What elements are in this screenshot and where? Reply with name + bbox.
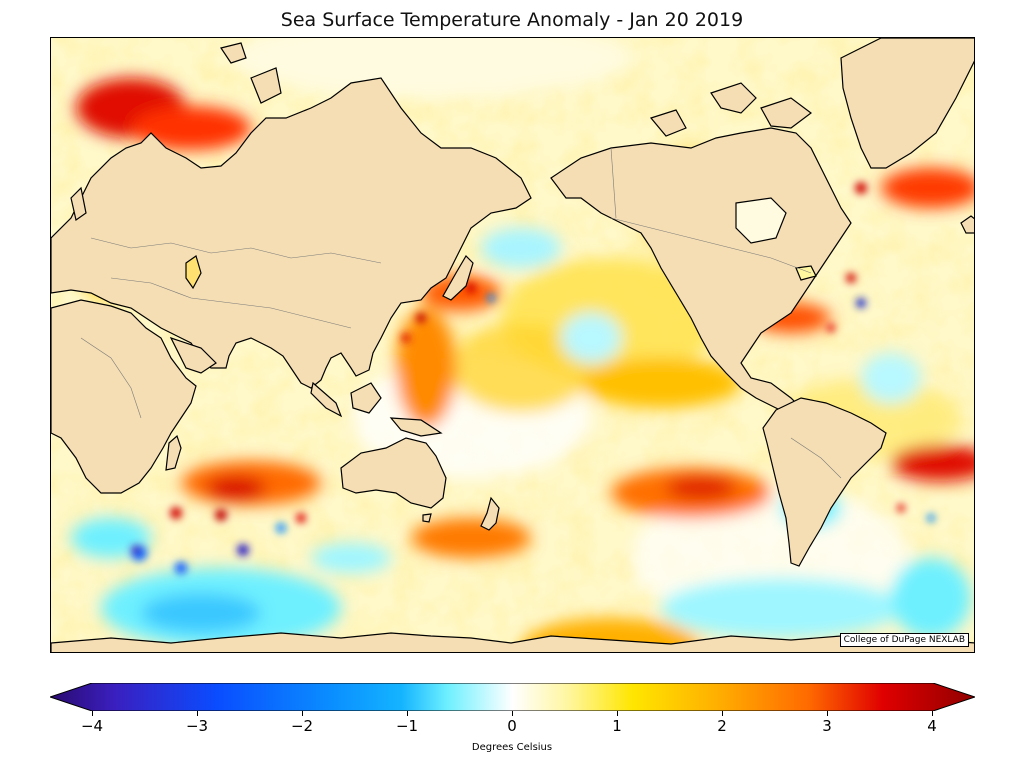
- colorbar-gradient: [50, 683, 975, 711]
- tick-label: 3: [822, 717, 832, 735]
- iceland: [960, 215, 974, 234]
- credit-label: College of DuPage NEXLAB: [839, 633, 969, 647]
- tick-mark: [932, 711, 933, 716]
- arabia: [169, 336, 217, 374]
- great-britain: [70, 186, 87, 222]
- colorbar-ticks: −4 −3 −2 −1 0 1 2 3 4: [0, 711, 1024, 741]
- sumatra: [310, 381, 343, 418]
- colorbar-units-label: Degrees Celsius: [471, 742, 553, 753]
- madagascar: [165, 434, 182, 471]
- tick-label: −2: [290, 717, 314, 735]
- arctic-island-2: [760, 97, 812, 129]
- tick-mark: [92, 711, 93, 716]
- novaya-zemlya: [250, 67, 282, 104]
- anomaly-map[interactable]: College of DuPage NEXLAB: [50, 37, 975, 653]
- tick-label: −1: [395, 717, 419, 735]
- japan: [442, 255, 474, 301]
- tick-mark: [197, 711, 198, 716]
- arctic-island-1: [710, 82, 757, 114]
- svalbard: [220, 42, 247, 64]
- tick-mark: [722, 711, 723, 716]
- tick-label: −3: [185, 717, 209, 735]
- australia: [340, 437, 447, 509]
- colorbar: [50, 683, 975, 711]
- tick-mark: [407, 711, 408, 716]
- hudson-bay: [735, 197, 787, 244]
- tick-label: 4: [927, 717, 937, 735]
- north-america: [550, 127, 852, 419]
- tick-mark: [302, 711, 303, 716]
- caspian-sea: [185, 255, 202, 290]
- tick-label: 0: [507, 717, 517, 735]
- map-title: Sea Surface Temperature Anomaly - Jan 20…: [280, 9, 744, 31]
- new-zealand: [480, 496, 500, 531]
- tick-label: 2: [717, 717, 727, 735]
- tick-mark: [617, 711, 618, 716]
- tick-mark: [512, 711, 513, 716]
- borneo: [350, 382, 382, 414]
- africa: [51, 299, 197, 494]
- tick-label: −4: [80, 717, 104, 735]
- new-guinea: [389, 417, 443, 437]
- map-canvas: [51, 38, 974, 652]
- arctic-island-3: [649, 109, 687, 137]
- tick-label: 1: [612, 717, 622, 735]
- tick-mark: [827, 711, 828, 716]
- borders: [80, 147, 842, 479]
- greenland: [840, 38, 974, 169]
- tasmania: [422, 513, 432, 523]
